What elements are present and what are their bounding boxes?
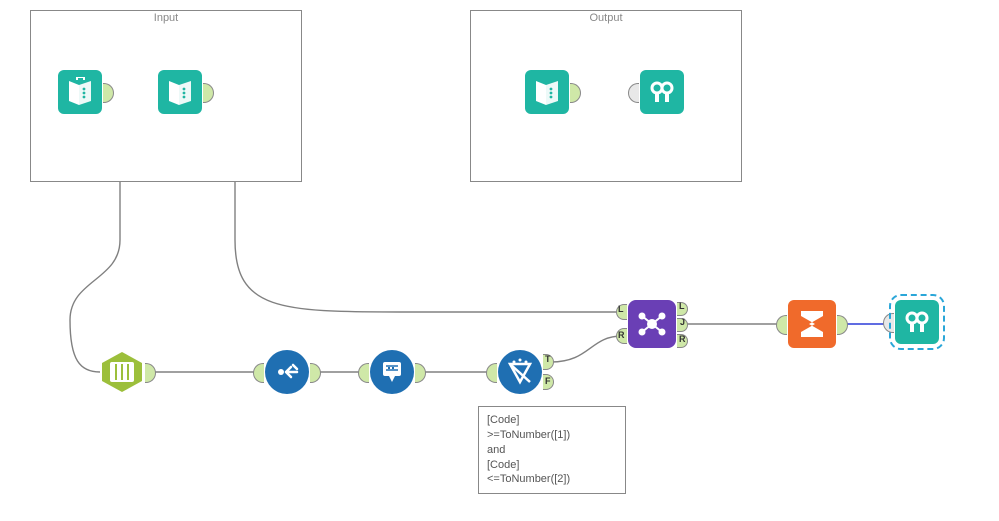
filter-annotation[interactable]: [Code] >=ToNumber([1]) and [Code] <=ToNu…: [478, 406, 626, 494]
tool-macro-input-2[interactable]: [158, 70, 202, 114]
filter-icon: [506, 358, 534, 386]
select-icon: [273, 358, 301, 386]
tool-filter[interactable]: [498, 350, 542, 394]
browse-icon: [648, 78, 676, 106]
summarize-anchor-out[interactable]: [837, 315, 848, 335]
join-anchor-out-j[interactable]: [677, 318, 688, 332]
join-icon: [635, 307, 669, 341]
filter-anchor-in[interactable]: [486, 363, 497, 383]
tool-join[interactable]: [628, 300, 676, 348]
tool-browse-1[interactable]: [640, 70, 684, 114]
join-anchor-out-r[interactable]: [677, 334, 688, 348]
select-anchor-out[interactable]: [310, 363, 321, 383]
filter-anchor-true[interactable]: [543, 354, 554, 370]
tool-browse-2[interactable]: [895, 300, 939, 344]
text-input-icon: [100, 350, 144, 394]
tool-summarize[interactable]: [788, 300, 836, 348]
formula-anchor-in[interactable]: [358, 363, 369, 383]
container-output[interactable]: Output: [470, 10, 742, 182]
formula-icon: [379, 359, 405, 385]
tool-text-input[interactable]: [100, 350, 144, 394]
summarize-anchor-in[interactable]: [776, 315, 787, 335]
join-anchor-right[interactable]: [616, 328, 627, 344]
container-input-label: Input: [31, 10, 301, 24]
tool-select[interactable]: [265, 350, 309, 394]
select-anchor-in[interactable]: [253, 363, 264, 383]
join-anchor-left[interactable]: [616, 304, 627, 320]
formula-anchor-out[interactable]: [415, 363, 426, 383]
macro-input-icon: [165, 77, 195, 107]
tool-macro-output[interactable]: [525, 70, 569, 114]
macro-input-icon: [65, 77, 95, 107]
tool-formula[interactable]: [370, 350, 414, 394]
browse-icon: [903, 308, 931, 336]
browse-2-anchor-in[interactable]: [883, 313, 894, 333]
container-output-label: Output: [471, 10, 741, 24]
summarize-icon: [795, 307, 829, 341]
filter-anchor-false[interactable]: [543, 374, 554, 390]
join-anchor-out-l[interactable]: [677, 302, 688, 316]
tool-macro-input-1[interactable]: [58, 70, 102, 114]
macro-output-icon: [532, 77, 562, 107]
text-input-anchor-out[interactable]: [145, 363, 156, 383]
